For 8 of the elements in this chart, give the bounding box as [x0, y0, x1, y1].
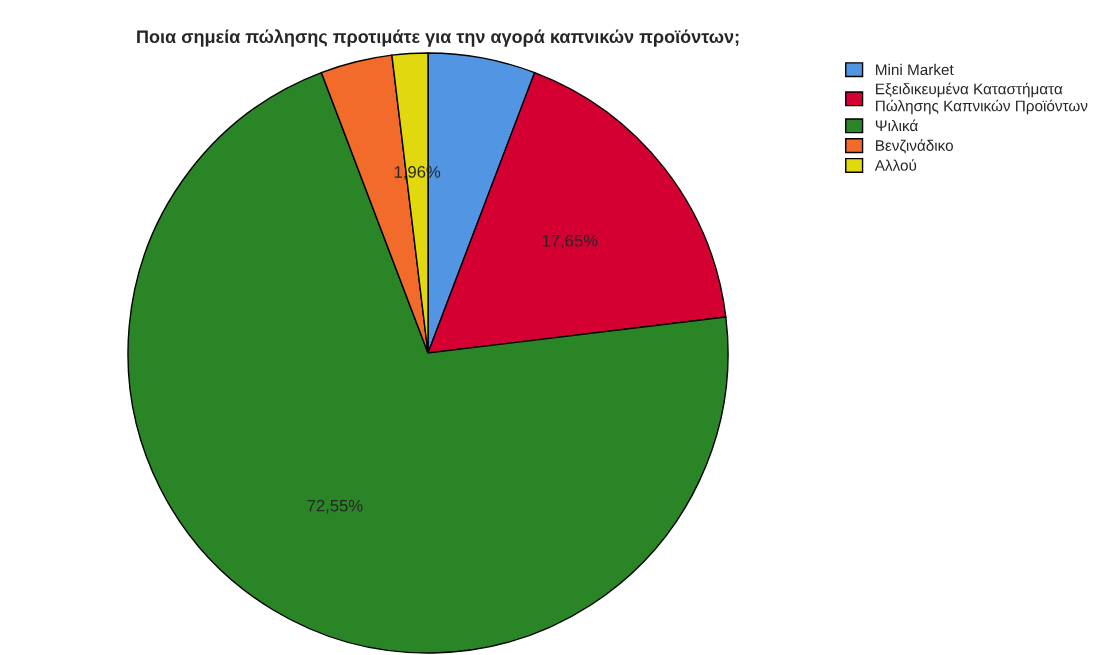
legend-label: Βενζινάδικο [876, 139, 953, 154]
data-label: 72,55% [307, 499, 363, 514]
chart-title: Ποια σημεία πώλησης προτιμάτε για την αγορά καπνικών προϊόντων; [137, 29, 739, 47]
legend-label: Αλλού [874, 159, 917, 171]
legend-label: Mini Market [876, 63, 954, 76]
data-label: 17,65% [542, 234, 598, 249]
legend-label: Ψιλικά [875, 119, 918, 132]
legend-label: Εξειδικευμένα Καταστήματα Πώλησης Καπνικών Προϊόντων [876, 82, 1088, 115]
